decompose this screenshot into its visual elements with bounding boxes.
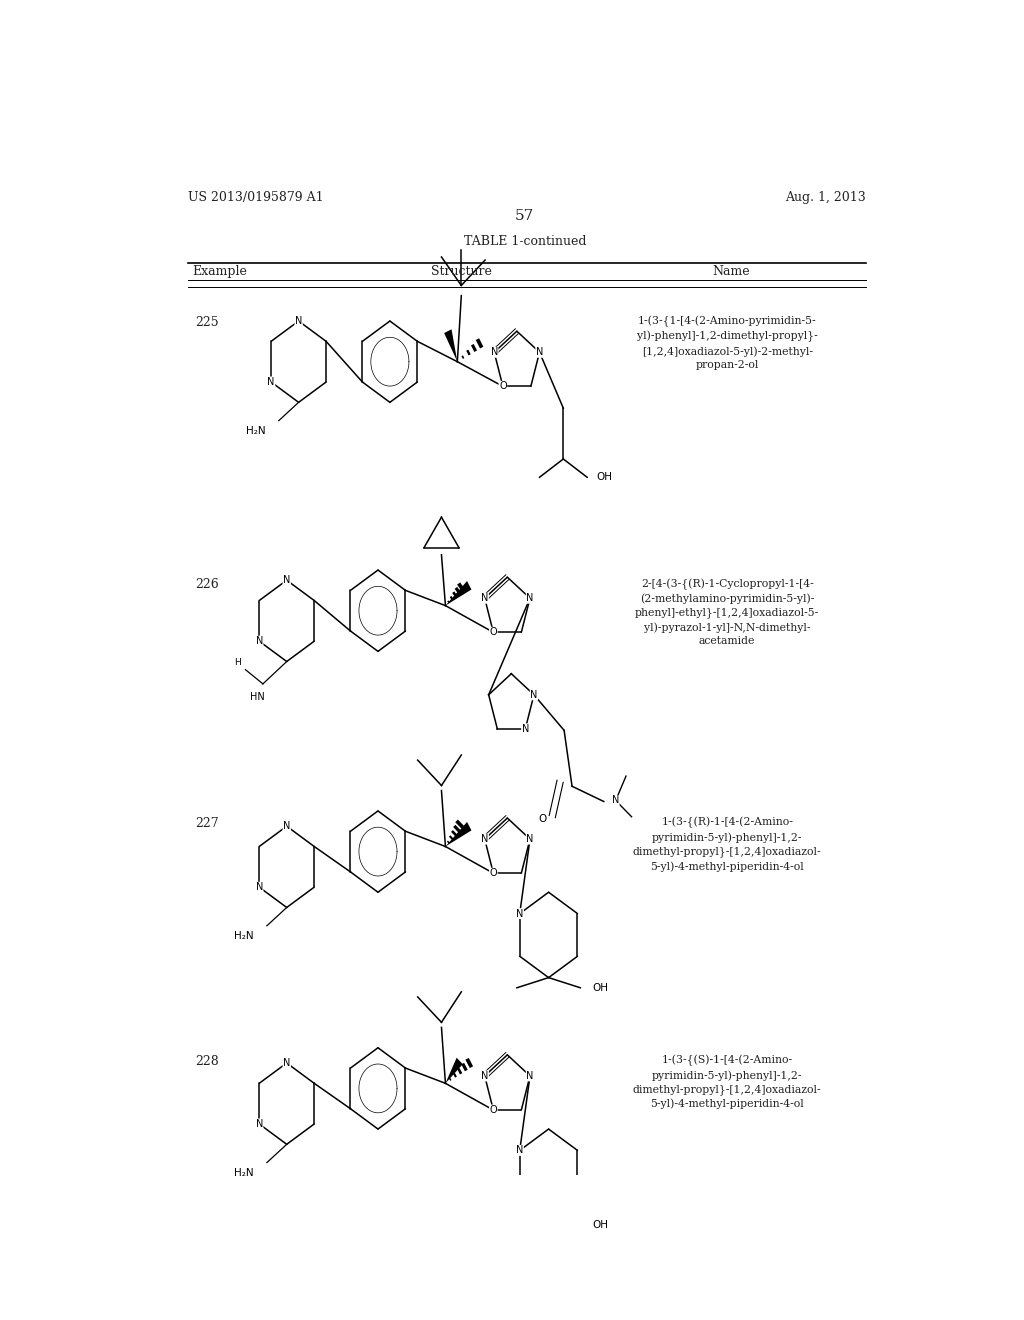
Text: N: N [526, 593, 534, 603]
Text: O: O [539, 814, 547, 824]
Text: N: N [526, 834, 534, 843]
Text: OH: OH [597, 473, 612, 482]
Text: N: N [481, 1071, 488, 1081]
Polygon shape [444, 329, 458, 362]
Text: N: N [256, 1119, 263, 1129]
Text: N: N [283, 821, 291, 832]
Text: H₂N: H₂N [246, 426, 265, 436]
Text: H: H [234, 657, 241, 667]
Text: 228: 228 [196, 1055, 219, 1068]
Text: OH: OH [592, 983, 608, 993]
Text: N: N [516, 908, 523, 919]
Text: Structure: Structure [431, 265, 492, 279]
Polygon shape [445, 822, 471, 846]
Polygon shape [445, 581, 471, 606]
Text: 57: 57 [515, 210, 535, 223]
Text: N: N [526, 1071, 534, 1081]
Text: H₂N: H₂N [233, 931, 253, 941]
Text: N: N [481, 593, 488, 603]
Text: N: N [256, 636, 263, 647]
Text: N: N [481, 834, 488, 843]
Text: Example: Example [191, 265, 247, 279]
Text: N: N [536, 347, 543, 358]
Text: 225: 225 [196, 315, 219, 329]
Text: N: N [283, 576, 291, 585]
Text: O: O [489, 1105, 498, 1115]
Text: TABLE 1-continued: TABLE 1-continued [464, 235, 586, 248]
Text: Name: Name [713, 265, 750, 279]
Text: HN: HN [250, 692, 264, 702]
Text: US 2013/0195879 A1: US 2013/0195879 A1 [187, 190, 324, 203]
Text: 1-(3-{(R)-1-[4-(2-Amino-
pyrimidin-5-yl)-phenyl]-1,2-
dimethyl-propyl}-[1,2,4]ox: 1-(3-{(R)-1-[4-(2-Amino- pyrimidin-5-yl)… [633, 817, 821, 871]
Text: N: N [256, 882, 263, 892]
Polygon shape [445, 1057, 463, 1084]
Text: Aug. 1, 2013: Aug. 1, 2013 [785, 190, 866, 203]
Text: O: O [499, 381, 507, 391]
Text: N: N [490, 347, 498, 358]
Text: N: N [267, 378, 274, 387]
Text: H₂N: H₂N [233, 1168, 253, 1177]
Text: O: O [489, 627, 498, 638]
Text: 226: 226 [196, 578, 219, 591]
Text: 1-(3-{(S)-1-[4-(2-Amino-
pyrimidin-5-yl)-phenyl]-1,2-
dimethyl-propyl}-[1,2,4]ox: 1-(3-{(S)-1-[4-(2-Amino- pyrimidin-5-yl)… [633, 1055, 821, 1109]
Text: OH: OH [592, 1220, 608, 1230]
Text: 2-[4-(3-{(R)-1-Cyclopropyl-1-[4-
(2-methylamino-pyrimidin-5-yl)-
phenyl]-ethyl}-: 2-[4-(3-{(R)-1-Cyclopropyl-1-[4- (2-meth… [635, 578, 819, 647]
Text: N: N [530, 690, 538, 700]
Text: N: N [295, 315, 302, 326]
Text: 1-(3-{1-[4-(2-Amino-pyrimidin-5-
yl)-phenyl]-1,2-dimethyl-propyl}-
[1,2,4]oxadia: 1-(3-{1-[4-(2-Amino-pyrimidin-5- yl)-phe… [637, 315, 817, 371]
Text: O: O [489, 869, 498, 878]
Text: 227: 227 [196, 817, 219, 830]
Text: N: N [283, 1059, 291, 1068]
Text: N: N [521, 723, 529, 734]
Text: N: N [516, 1146, 523, 1155]
Text: N: N [611, 796, 620, 805]
